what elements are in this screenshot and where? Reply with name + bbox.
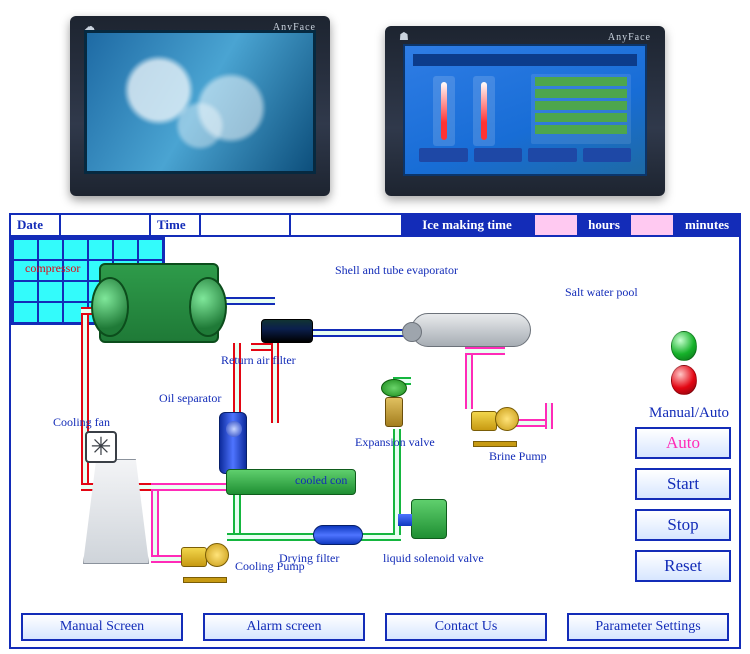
pipe [251, 343, 271, 351]
evaporator-icon [411, 313, 531, 347]
hmi-device-left: ☁ AnyFace [70, 16, 330, 196]
pipe [151, 483, 159, 555]
hmi-screen-right [403, 44, 647, 176]
cooling-pump-label: Cooling Pump [235, 559, 305, 574]
oil-sep-label: Oil separator [159, 391, 221, 406]
pipe [313, 329, 413, 337]
evaporator-label: Shell and tube evaporator [335, 263, 458, 278]
brine-pump-label: Brine Pump [489, 449, 547, 464]
contact-us-button[interactable]: Contact Us [385, 613, 547, 641]
hmi-screen: Date Time Ice making time hours minutes … [9, 213, 741, 649]
indicator-red-icon [671, 365, 697, 395]
solenoid-label: liquid solenoid valve [383, 551, 484, 566]
drying-filter-icon [313, 525, 363, 545]
control-column: Auto Start Stop Reset [635, 427, 731, 582]
hours-value[interactable] [535, 215, 579, 235]
hmi-brand-label: AnyFace [608, 32, 651, 43]
hmi-device-right: ☗ AnyFace [385, 26, 665, 196]
pipe [151, 483, 227, 491]
time-label: Time [151, 215, 201, 235]
top-bar: Date Time Ice making time hours minutes [11, 215, 739, 237]
hmi-product-photos: ☁ AnyFace ☗ AnyFace [0, 0, 750, 213]
parameter-settings-button[interactable]: Parameter Settings [567, 613, 729, 641]
minutes-label: minutes [675, 215, 739, 235]
brine-pump-icon [471, 407, 519, 447]
reset-button[interactable]: Reset [635, 550, 731, 582]
pipe [219, 297, 275, 305]
pipe [515, 419, 545, 427]
compressor-label: compressor [25, 261, 80, 276]
bottom-nav: Manual Screen Alarm screen Contact Us Pa… [11, 607, 739, 641]
hmi-screen-left [84, 30, 316, 174]
time-value[interactable] [201, 215, 291, 235]
minutes-value[interactable] [631, 215, 675, 235]
pipe [233, 495, 241, 535]
indicator-green-icon [671, 331, 697, 361]
pipe [545, 403, 553, 429]
compressor-icon [99, 263, 219, 343]
process-diagram: compressor Shell and tube evaporator Sal… [11, 237, 739, 607]
alarm-screen-button[interactable]: Alarm screen [203, 613, 365, 641]
oil-separator-icon [219, 412, 247, 474]
cooling-fan-label: Cooling fan [53, 415, 110, 430]
pipe [465, 347, 473, 409]
pipe [151, 555, 185, 563]
return-air-filter-icon [261, 319, 313, 343]
date-value[interactable] [61, 215, 151, 235]
date-label: Date [11, 215, 61, 235]
hours-label: hours [579, 215, 631, 235]
hmi-logo-icon: ☗ [399, 30, 409, 43]
pipe [465, 347, 505, 355]
salt-pool-label: Salt water pool [565, 285, 638, 300]
cooling-fan-icon [85, 431, 117, 463]
return-filter-label: Return air filter [221, 353, 296, 368]
start-button[interactable]: Start [635, 468, 731, 500]
exp-valve-label: Expansion valve [355, 435, 435, 450]
expansion-valve-icon [381, 379, 407, 429]
pipe [227, 533, 317, 541]
cooled-con-label: cooled con [295, 473, 347, 488]
solenoid-valve-icon [411, 499, 447, 539]
cooling-tower-icon [83, 459, 149, 564]
ice-making-label: Ice making time [401, 215, 535, 235]
cooling-pump-icon [181, 543, 229, 583]
auto-button[interactable]: Auto [635, 427, 731, 459]
manual-auto-label: Manual/Auto [649, 405, 729, 422]
manual-screen-button[interactable]: Manual Screen [21, 613, 183, 641]
stop-button[interactable]: Stop [635, 509, 731, 541]
